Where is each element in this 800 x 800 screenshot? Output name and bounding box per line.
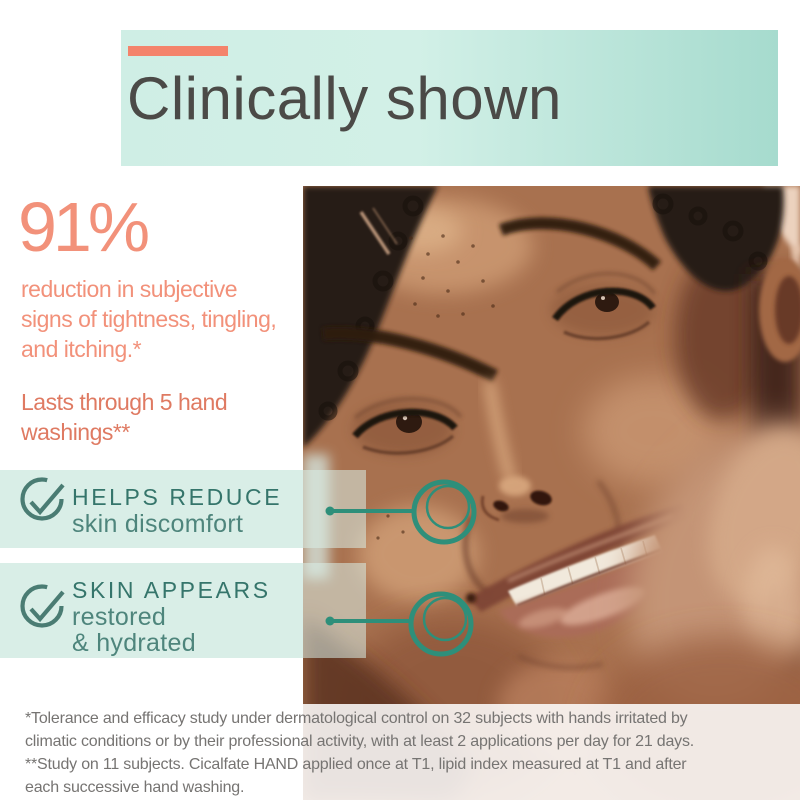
durability-claim: Lasts through 5 hand washings**: [21, 387, 228, 447]
check-circle-icon: [20, 584, 65, 628]
stat-value: 91%: [18, 188, 150, 266]
benefit-title: HELPS REDUCE: [72, 484, 283, 510]
benefit-title: SKIN APPEARS: [72, 577, 271, 603]
stat-line: reduction in subjective: [21, 276, 238, 302]
stat-description: reduction in subjective signs of tightne…: [21, 274, 277, 364]
check-circle-icon: [20, 477, 65, 521]
accent-bar: [128, 46, 228, 56]
benefit-band-skin-appears: SKIN APPEARS restored & hydrated: [0, 563, 303, 658]
page-title: Clinically shown: [127, 65, 562, 132]
stat-line: and itching.*: [21, 336, 142, 362]
header-banner: Clinically shown: [121, 30, 778, 166]
footnote-line: *Tolerance and efficacy study under derm…: [25, 710, 688, 727]
footnote-line: **Study on 11 subjects. Cicalfate HAND a…: [25, 756, 687, 773]
claim-line: washings**: [21, 419, 130, 445]
benefit-text: HELPS REDUCE skin discomfort: [72, 484, 282, 537]
footnote: *Tolerance and efficacy study under derm…: [25, 707, 785, 799]
footnote-line: climatic conditions or by their professi…: [25, 733, 695, 750]
footnote-overlay: [0, 704, 800, 800]
band-overlay: [303, 470, 366, 548]
benefit-subtitle: & hydrated: [72, 629, 196, 657]
footnote-line: each successive hand washing.: [25, 779, 245, 796]
benefit-subtitle: restored: [72, 603, 167, 631]
benefit-text: SKIN APPEARS restored & hydrated: [72, 577, 271, 656]
band-overlay: [303, 563, 366, 658]
stat-line: signs of tightness, tingling,: [21, 306, 277, 332]
claim-line: Lasts through 5 hand: [21, 389, 228, 415]
benefit-subtitle: skin discomfort: [72, 510, 244, 538]
benefit-band-helps-reduce: HELPS REDUCE skin discomfort: [0, 470, 303, 548]
